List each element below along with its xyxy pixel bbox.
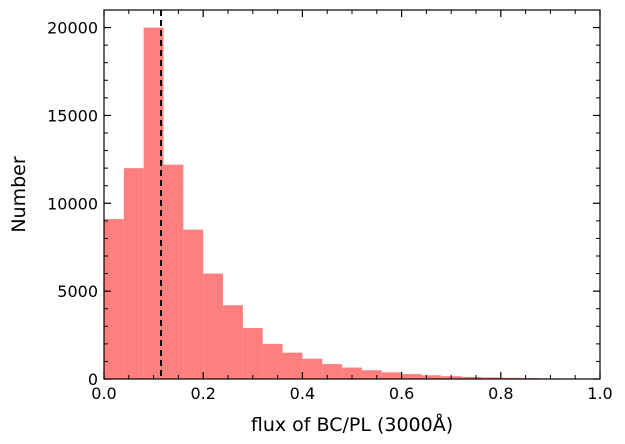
histogram-bar-14 [381, 372, 402, 379]
y-tick-label-0: 0 [88, 370, 98, 389]
histogram-bar-0 [104, 219, 124, 379]
histogram-bar-11 [322, 364, 343, 379]
histogram-bar-8 [262, 343, 283, 379]
x-tick-label-1: 0.2 [190, 384, 215, 403]
x-tick-label-3: 0.6 [389, 384, 414, 403]
y-tick-label-3: 15000 [47, 106, 98, 125]
y-tick-label-4: 20000 [47, 19, 98, 38]
plot-frame [103, 9, 601, 380]
histogram-bar-3 [163, 164, 184, 379]
histogram-bar-20 [500, 377, 521, 379]
x-tick-label-2: 0.4 [290, 384, 315, 403]
ticks-group [103, 9, 601, 380]
bars-group [104, 27, 581, 379]
tick-labels-group: 0.0 0.2 0.4 0.6 0.8 1.0 0 5000 10000 15000 20000 [47, 19, 613, 403]
histogram-bar-18 [461, 376, 481, 379]
histogram-bar-6 [223, 305, 243, 379]
histogram-bar-1 [123, 168, 144, 379]
histogram-bar-12 [342, 367, 362, 379]
y-tick-label-2: 10000 [47, 194, 98, 213]
histogram-bar-4 [183, 229, 204, 379]
x-tick-label-4: 0.8 [488, 384, 513, 403]
y-axis-label: Number [8, 156, 30, 233]
x-tick-label-5: 1.0 [587, 384, 612, 403]
histogram-bar-2 [143, 27, 164, 379]
y-tick-label-1: 5000 [57, 282, 98, 301]
histogram-bar-9 [282, 352, 303, 379]
histogram-bar-10 [302, 358, 323, 379]
histogram-bar-16 [421, 375, 442, 379]
x-tick-label-0: 0.0 [91, 384, 116, 403]
histogram-bar-7 [242, 328, 263, 379]
histogram-bar-19 [480, 377, 501, 379]
histogram-bar-13 [361, 370, 382, 379]
x-axis-label: flux of BC/PL (3000Å) [251, 413, 453, 436]
histogram-bar-15 [401, 374, 422, 379]
histogram-bar-5 [203, 273, 224, 379]
